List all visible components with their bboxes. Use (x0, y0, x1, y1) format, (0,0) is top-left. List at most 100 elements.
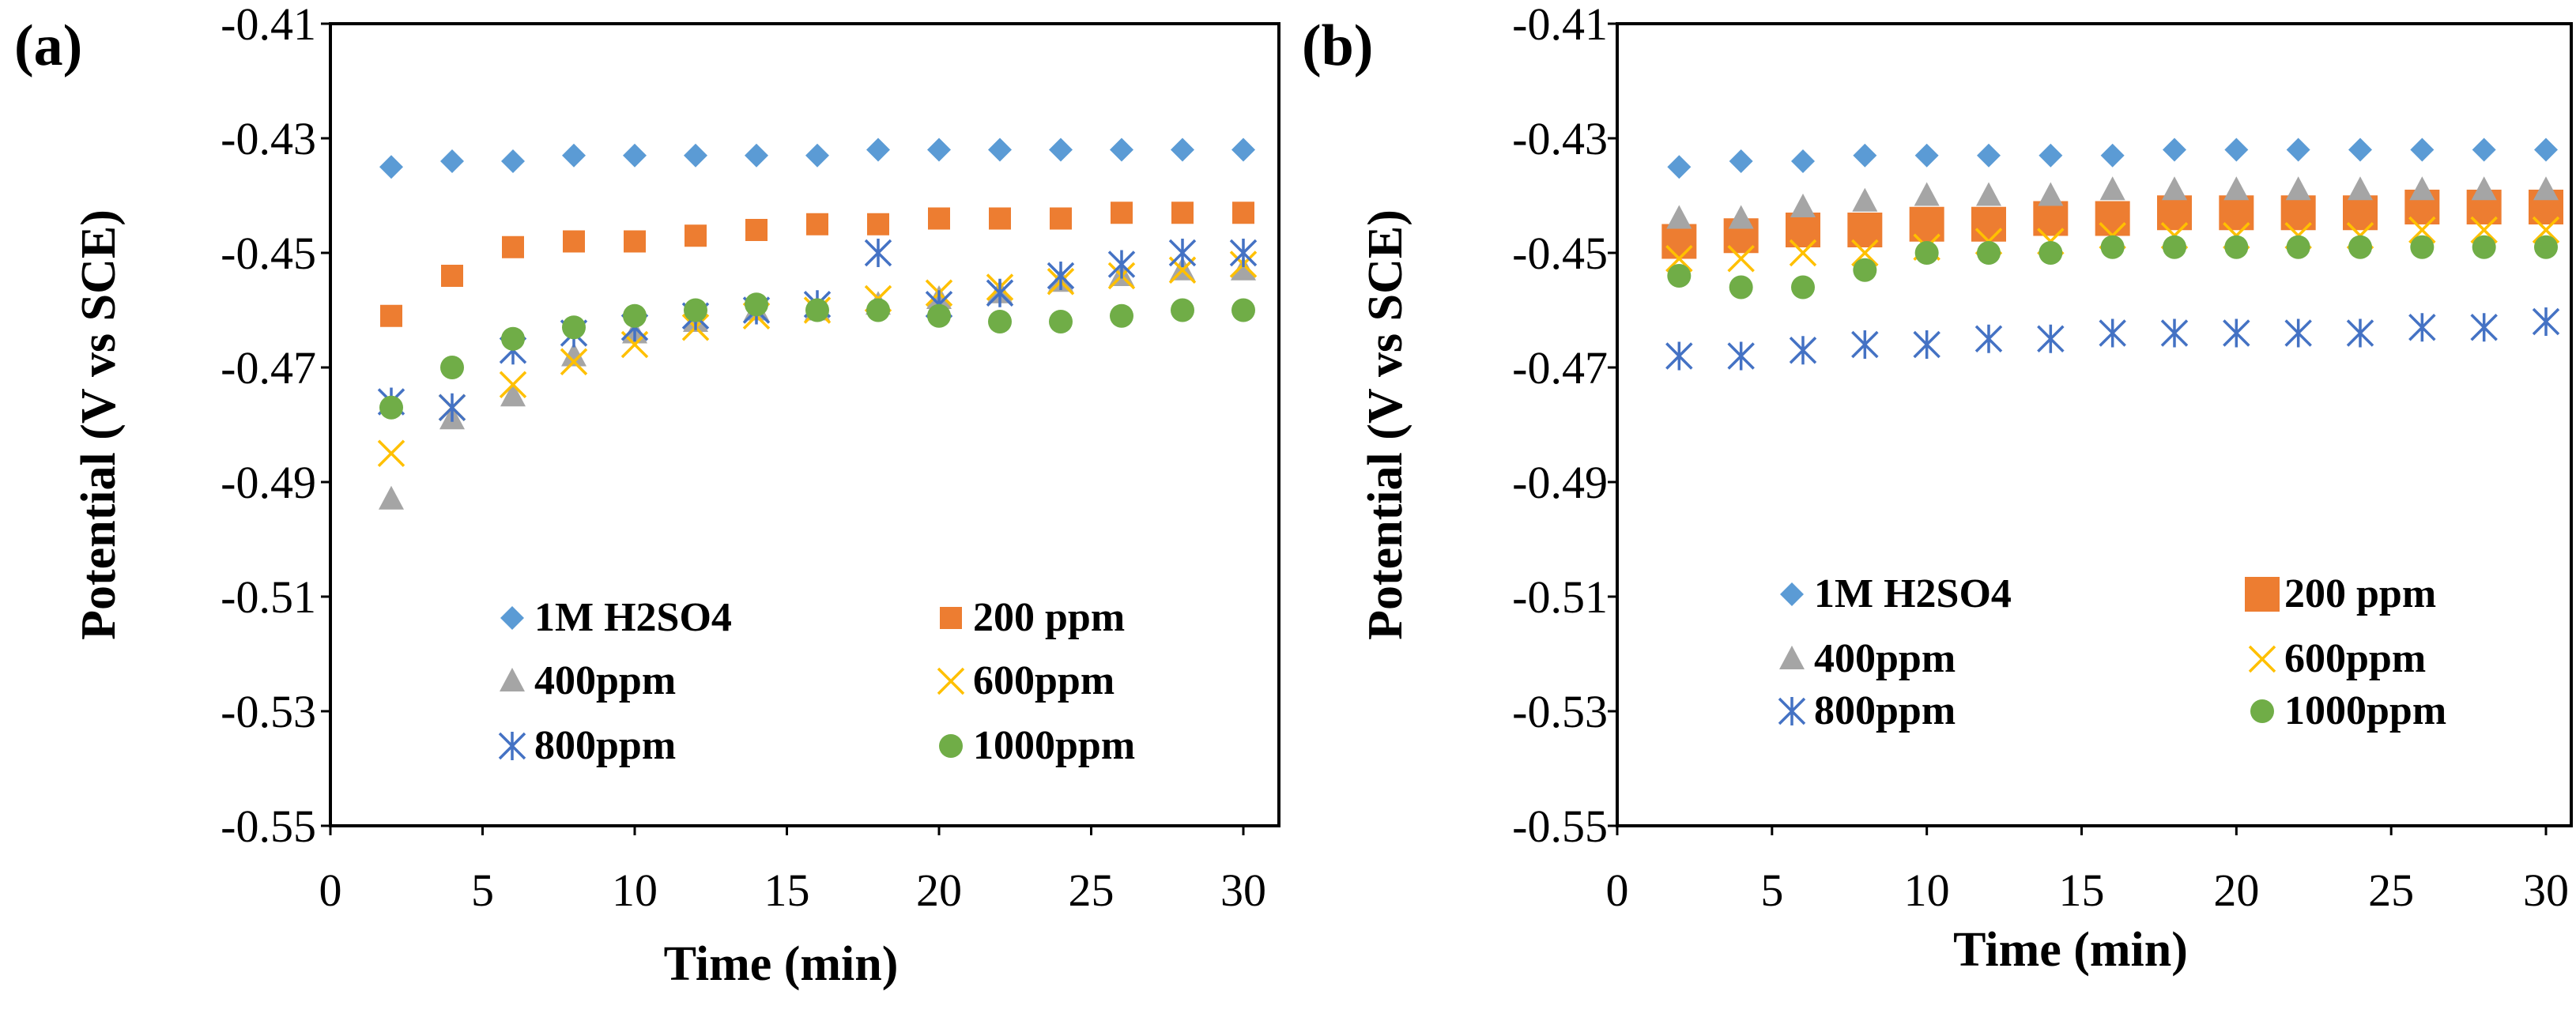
data-point-800ppm (1168, 239, 1197, 267)
legend-marker-200-ppm (940, 607, 962, 629)
data-point-200-ppm (2095, 201, 2130, 236)
data-point-200-ppm (1050, 207, 1072, 230)
data-point-200-ppm (1111, 202, 1133, 224)
data-point-1m-h2so4 (1914, 143, 1939, 168)
x-tick-label: 25 (1069, 865, 1115, 916)
data-point-400ppm (1728, 205, 1754, 229)
y-tick-label: -0.45 (221, 228, 316, 279)
legend-label-400ppm: 400ppm (1814, 636, 1956, 681)
legend-marker-800ppm (1778, 697, 1806, 725)
chart-panel-a: (a) -0.41 -0.43 -0.45 -0.47 -0.49 -0.51 -0.53 -0… (14, 0, 1280, 991)
series-800ppm (1665, 307, 2560, 371)
data-point-1000ppm (2224, 235, 2249, 259)
data-point-200-ppm (441, 265, 463, 287)
data-point-800ppm (2099, 318, 2126, 348)
data-point-200-ppm (806, 213, 828, 235)
y-tick-label: -0.53 (1512, 686, 1608, 737)
data-point-600ppm (377, 439, 405, 467)
data-point-1000ppm (805, 298, 829, 322)
data-point-200-ppm (745, 219, 768, 241)
x-tick-label: 0 (1606, 865, 1629, 916)
data-point-600ppm (2470, 216, 2498, 244)
data-point-600ppm (2532, 216, 2560, 244)
legend-marker-1m-h2so4 (1780, 582, 1804, 606)
y-tick-label: -0.55 (1512, 801, 1608, 852)
data-point-800ppm (2284, 318, 2312, 348)
legend-marker-800ppm (498, 732, 526, 760)
data-point-1000ppm (440, 356, 464, 379)
data-point-800ppm (2037, 324, 2065, 353)
data-point-1m-h2so4 (623, 143, 647, 168)
data-point-1m-h2so4 (927, 138, 951, 162)
data-point-400ppm (2348, 176, 2373, 201)
y-tick-label: -0.51 (1512, 571, 1608, 623)
series-200-ppm (1661, 190, 2563, 259)
data-point-1m-h2so4 (2039, 143, 2063, 168)
data-point-1000ppm (2348, 235, 2372, 259)
y-tick-label: -0.49 (221, 457, 316, 508)
data-point-200-ppm (563, 230, 585, 253)
data-point-1m-h2so4 (684, 143, 707, 168)
legend-marker-400ppm (500, 668, 525, 691)
y-tick-label: -0.47 (1512, 342, 1608, 394)
data-point-800ppm (438, 393, 466, 422)
data-point-200-ppm (1971, 206, 2006, 242)
data-point-1m-h2so4 (1977, 143, 2001, 168)
data-point-1000ppm (866, 298, 890, 322)
data-point-1m-h2so4 (440, 149, 464, 173)
data-point-1m-h2so4 (2472, 138, 2496, 162)
y-tick-label: -0.49 (1512, 457, 1608, 508)
data-point-200-ppm (1661, 224, 1697, 259)
x-tick-label: 10 (612, 865, 658, 916)
x-tick-label: 5 (471, 865, 494, 916)
data-point-400ppm (2285, 176, 2311, 201)
data-point-600ppm (1789, 239, 1817, 267)
data-point-1000ppm (1171, 298, 1194, 322)
plot-area-frame (1616, 22, 2573, 827)
data-point-1m-h2so4 (866, 138, 890, 162)
data-point-1000ppm (1729, 275, 1753, 300)
y-tick-label: -0.41 (1512, 0, 1608, 50)
data-point-1000ppm (2472, 235, 2496, 259)
data-point-1000ppm (1110, 303, 1133, 328)
legend-marker-1m-h2so4 (500, 606, 524, 630)
x-tick-label: 25 (2368, 865, 2414, 916)
series-200-ppm (380, 202, 1254, 327)
data-point-600ppm (2408, 216, 2436, 244)
x-tick-label: 15 (2059, 865, 2105, 916)
data-point-1000ppm (1049, 310, 1073, 333)
panel-label: (b) (1302, 13, 1373, 78)
x-tick-label: 5 (1760, 865, 1783, 916)
data-point-1000ppm (2286, 235, 2310, 259)
data-point-200-ppm (989, 207, 1011, 230)
data-point-1m-h2so4 (2410, 138, 2435, 162)
chart-panel-b: (b) -0.41 -0.43 -0.45 -0.47 -0.49 -0.51 -0.53 -0… (1302, 0, 2573, 977)
data-point-800ppm (1665, 341, 1693, 371)
y-axis-title: Potential (V vs SCE) (1359, 209, 1412, 640)
data-point-400ppm (379, 485, 404, 510)
legend-marker-400ppm (1779, 646, 1805, 669)
data-point-1000ppm (1977, 241, 2001, 265)
data-point-1m-h2so4 (501, 149, 525, 173)
data-point-1000ppm (2163, 235, 2186, 259)
series-1m-h2so4 (1667, 138, 2558, 179)
data-point-1m-h2so4 (805, 143, 829, 168)
data-point-800ppm (986, 278, 1014, 307)
legend-marker-600ppm (937, 667, 965, 695)
series-1m-h2so4 (379, 138, 1255, 179)
data-point-1m-h2so4 (988, 138, 1012, 162)
data-point-1m-h2so4 (2286, 138, 2310, 162)
legend-label-800ppm: 800ppm (1814, 688, 1956, 733)
data-point-400ppm (2099, 176, 2125, 201)
data-point-400ppm (2038, 182, 2064, 206)
y-tick-label: -0.51 (221, 571, 316, 623)
legend-marker-1000ppm (2250, 699, 2274, 723)
data-point-600ppm (1727, 245, 1755, 273)
legend-label-1000ppm: 1000ppm (973, 723, 1135, 768)
x-axis-title: Time (min) (1953, 923, 2188, 977)
series-400ppm (1666, 176, 2559, 229)
data-point-1m-h2so4 (2534, 138, 2558, 162)
data-point-1m-h2so4 (1171, 138, 1194, 162)
legend-marker-600ppm (2248, 645, 2276, 673)
